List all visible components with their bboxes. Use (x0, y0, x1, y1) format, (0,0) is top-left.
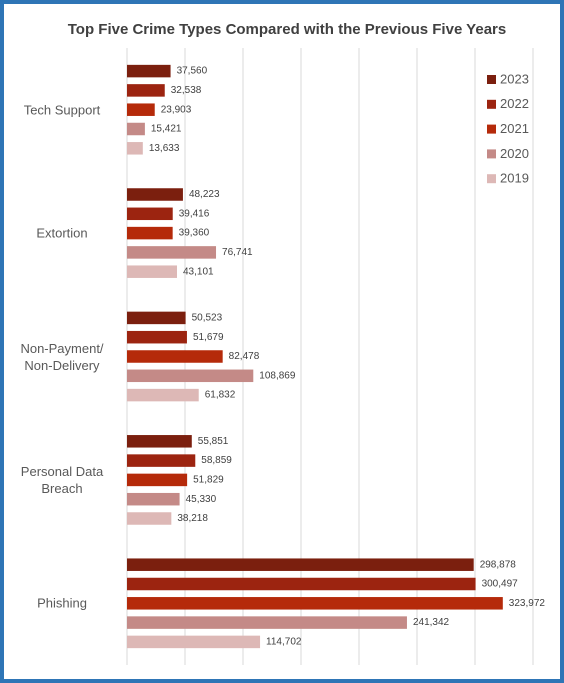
bar (127, 246, 217, 259)
legend-swatch (487, 149, 496, 159)
legend-swatch (487, 174, 496, 184)
bar (127, 64, 171, 78)
value-label: 76,741 (222, 247, 253, 258)
legend-label: 2020 (500, 146, 529, 161)
value-label: 241,342 (413, 617, 450, 628)
bar (127, 388, 199, 402)
value-label: 114,702 (266, 637, 302, 648)
bar (127, 635, 261, 649)
bar (127, 558, 474, 571)
bar (127, 350, 223, 363)
value-label: 48,223 (189, 189, 220, 200)
value-label: 82,478 (229, 351, 260, 362)
value-label: 32,538 (171, 85, 202, 96)
value-label: 39,360 (179, 228, 210, 239)
bar (127, 512, 172, 525)
bar (127, 369, 254, 383)
value-label: 61,832 (205, 390, 236, 401)
bar (127, 84, 165, 97)
value-label: 323,972 (509, 598, 546, 609)
bar (127, 577, 476, 591)
bar (127, 103, 155, 116)
value-label: 55,851 (198, 436, 229, 447)
value-label: 108,869 (259, 370, 296, 381)
bar (127, 311, 186, 325)
value-label: 58,859 (201, 455, 232, 466)
value-label: 45,330 (186, 494, 217, 505)
bar (127, 265, 177, 278)
legend-swatch (487, 124, 496, 134)
bar (127, 188, 183, 201)
legend-swatch (487, 99, 496, 109)
value-label: 37,560 (177, 66, 208, 77)
value-label: 298,878 (480, 559, 517, 570)
bar (127, 473, 188, 487)
value-label: 15,421 (151, 124, 182, 135)
legend-label: 2022 (500, 96, 529, 111)
chart-title: Top Five Crime Types Compared with the P… (68, 21, 506, 38)
legend-label: 2021 (500, 121, 529, 136)
bar (127, 330, 187, 344)
category-label: Non-Payment/ Non-Delivery (20, 340, 104, 373)
bar (127, 207, 173, 221)
value-label: 13,633 (149, 143, 180, 154)
legend-label: 2019 (500, 171, 529, 186)
value-label: 23,903 (161, 104, 192, 115)
value-label: 39,416 (179, 208, 210, 219)
value-label: 50,523 (192, 313, 223, 324)
legend-label: 2023 (500, 71, 529, 86)
value-label: 51,829 (193, 475, 224, 486)
bar (127, 492, 180, 506)
bar (127, 435, 192, 448)
bar (127, 454, 196, 467)
bar (127, 597, 503, 610)
value-label: 38,218 (177, 513, 208, 524)
bar (127, 142, 143, 155)
category-label: Phishing (37, 595, 87, 611)
value-label: 300,497 (482, 579, 519, 590)
bar (127, 122, 145, 136)
bar (127, 616, 407, 629)
value-label: 51,679 (193, 332, 224, 343)
value-label: 43,101 (183, 266, 214, 277)
category-label: Tech Support (23, 102, 101, 118)
legend-swatch (487, 75, 496, 84)
bar (127, 226, 173, 240)
category-label: Extortion (36, 225, 88, 241)
category-label: Personal Data Breach (20, 463, 104, 496)
